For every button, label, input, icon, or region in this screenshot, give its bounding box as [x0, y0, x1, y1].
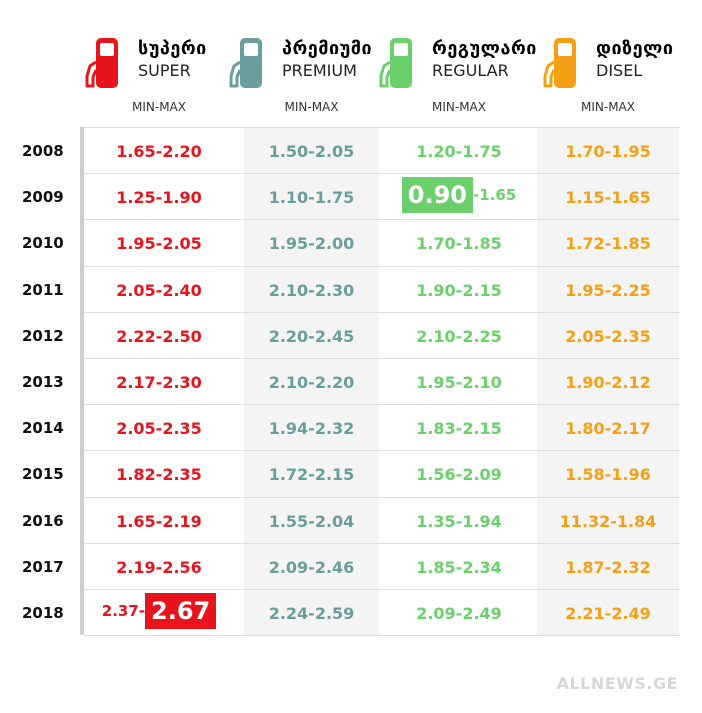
value-rest: -1.65	[472, 186, 517, 205]
value-cell: 1.90-2.12	[565, 373, 651, 392]
value-cell: 1.94-2.32	[268, 419, 355, 439]
header-latin-label: SUPER	[138, 61, 191, 80]
year-label: 2010	[22, 234, 64, 253]
row-line	[84, 265, 680, 267]
value-cell: 1.90-2.15	[416, 280, 502, 300]
fuel-pump-icon	[378, 36, 422, 90]
value-cell: 2.24-2.59	[268, 604, 355, 623]
value-cell: 1.65-2.20	[116, 142, 202, 161]
value-cell: 1.95-2.25	[565, 280, 651, 300]
year-label: 2017	[22, 557, 64, 576]
year-label: 2015	[22, 465, 64, 484]
value-cell: 2.05-2.40	[116, 280, 202, 300]
year-label: 2009	[22, 188, 64, 207]
value-cell: 2.19-2.56	[116, 557, 202, 577]
fuel-pump-icon	[84, 36, 128, 90]
header-geo-label: რეგულარი	[432, 38, 537, 59]
header-disel: დიზელი DISEL	[542, 36, 702, 90]
header-name: სუპერი SUPER	[138, 38, 207, 82]
year-label: 2016	[22, 511, 64, 530]
value-cell: 1.50-2.05	[268, 142, 355, 161]
highlight-max-badge: 2.67	[145, 593, 217, 629]
row-line	[84, 127, 680, 128]
value-cell: 1.15-1.65	[565, 188, 651, 208]
value-cell: 2.10-2.25	[416, 326, 502, 346]
minmax-label-super: MIN-MAX	[132, 100, 186, 114]
value-cell: 2.10-2.20	[268, 373, 355, 392]
row-line	[84, 358, 680, 359]
value-cell: 2.05-2.35	[116, 419, 202, 439]
header-geo-label: სუპერი	[138, 38, 207, 59]
value-cell: 1.70-1.95	[565, 142, 651, 161]
value-cell: 0.90 -1.65	[384, 177, 534, 214]
value-cell: 1.25-1.90	[116, 188, 202, 208]
value-cell: 1.72-2.15	[268, 465, 355, 485]
value-cell: 2.20-2.45	[268, 326, 355, 346]
value-cell: 1.35-1.94	[416, 511, 502, 531]
row-line	[84, 404, 680, 406]
value-cell: 1.83-2.15	[416, 419, 502, 439]
header-name: პრემიუმი PREMIUM	[282, 38, 372, 82]
value-cell: 2.05-2.35	[565, 326, 651, 346]
value-cell: 1.20-1.75	[416, 142, 502, 161]
header-premium: პრემიუმი PREMIUM	[228, 36, 388, 90]
header-regular: რეგულარი REGULAR	[378, 36, 538, 90]
year-label: 2018	[22, 604, 64, 622]
value-cell: 1.82-2.35	[116, 465, 202, 485]
value-cell: 1.95-2.05	[116, 234, 202, 254]
row-divider-vertical	[80, 127, 84, 635]
value-cell: 1.72-1.85	[565, 234, 651, 254]
value-cell: 1.87-2.32	[565, 557, 651, 577]
row-line	[84, 542, 680, 544]
minmax-label-premium: MIN-MAX	[284, 100, 339, 114]
value-cell: 2.10-2.30	[268, 280, 355, 300]
header-name: დიზელი DISEL	[596, 38, 674, 82]
value-cell: 1.70-1.85	[416, 234, 502, 254]
value-cell: 1.65-2.19	[116, 511, 202, 531]
value-cell: 1.80-2.17	[565, 419, 651, 439]
minmax-label-disel: MIN-MAX	[581, 100, 635, 114]
value-cell: 1.55-2.04	[268, 511, 355, 531]
row-line	[84, 589, 680, 590]
source-credit: ALLNEWS.GE	[556, 674, 678, 693]
year-label: 2014	[22, 419, 64, 438]
header-latin-label: PREMIUM	[282, 61, 357, 80]
value-cell: 1.95-2.10	[416, 373, 502, 392]
row-line	[84, 173, 680, 175]
value-cell: 2.09-2.46	[268, 557, 355, 577]
value-cell: 2.17-2.30	[116, 373, 202, 392]
value-cell: 2.22-2.50	[116, 326, 202, 346]
value-cell: 1.56-2.09	[416, 465, 502, 485]
value-cell: 2.37- 2.67	[84, 593, 234, 629]
year-label: 2008	[22, 142, 64, 160]
value-cell: 1.58-1.96	[565, 465, 651, 485]
header-geo-label: დიზელი	[596, 38, 674, 59]
value-cell: 1.95-2.00	[268, 234, 355, 254]
header-latin-label: DISEL	[596, 61, 643, 80]
minmax-label-regular: MIN-MAX	[432, 100, 486, 114]
row-line	[84, 496, 680, 498]
year-label: 2011	[22, 280, 64, 299]
value-cell: 1.85-2.34	[416, 557, 502, 577]
header-geo-label: პრემიუმი	[282, 38, 373, 59]
column-stripe-disel	[537, 127, 679, 635]
value-cell: 1.10-1.75	[268, 188, 355, 208]
header-name: რეგულარი REGULAR	[432, 38, 537, 82]
column-stripe-premium	[244, 127, 379, 635]
header-super: სუპერი SUPER	[84, 36, 244, 90]
row-line	[84, 450, 680, 452]
value-cell: 2.09-2.49	[416, 604, 502, 623]
row-line	[84, 311, 680, 313]
row-line	[84, 219, 680, 221]
year-label: 2012	[22, 326, 64, 345]
fuel-pump-icon	[542, 36, 586, 90]
value-cell: 11.32-1.84	[559, 511, 657, 531]
year-label: 2013	[22, 373, 64, 391]
row-line	[84, 635, 680, 637]
fuel-pump-icon	[228, 36, 272, 90]
header-latin-label: REGULAR	[432, 61, 509, 80]
highlight-min-badge: 0.90	[401, 177, 473, 214]
value-rest: 2.37-	[101, 602, 146, 620]
value-cell: 2.21-2.49	[565, 604, 651, 623]
